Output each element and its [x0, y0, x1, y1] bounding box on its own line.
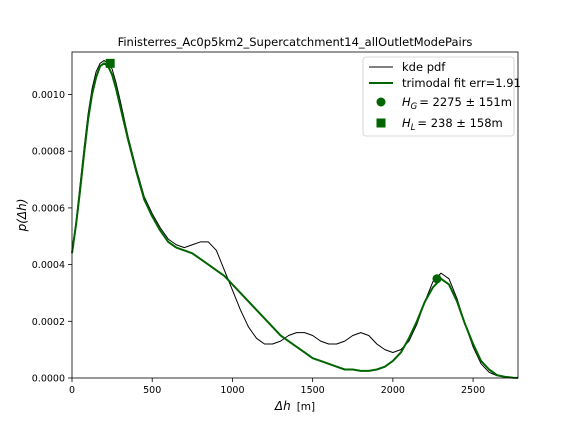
x-axis-label-math: Δh	[274, 399, 291, 413]
y-tick-label: 0.0002	[32, 317, 65, 328]
x-tick-label: 1500	[301, 385, 325, 396]
legend-label-fit: trimodal fit err=1.91	[402, 76, 521, 90]
x-tick-label: 2500	[461, 385, 485, 396]
x-tick-label: 1000	[220, 385, 244, 396]
legend-label-hl-math: H	[402, 116, 411, 130]
legend-label-hg-value: = 2275 ± 151m	[419, 95, 512, 109]
x-tick-label: 500	[143, 385, 161, 396]
marker-hg-point	[432, 274, 442, 284]
plot-area-frame	[71, 51, 519, 379]
legend-entry-fit: trimodal fit err=1.91	[369, 76, 521, 90]
legend-label-hl-sub: L	[411, 123, 416, 133]
x-axis-label: Δh [m]	[274, 399, 315, 413]
y-tick-label: 0.0008	[32, 147, 65, 158]
y-tick-label: 0.0000	[32, 374, 65, 385]
x-tick-label: 2000	[381, 385, 405, 396]
legend-swatch-hl	[376, 118, 386, 128]
y-tick-label: 0.0010	[32, 90, 65, 101]
legend-box	[362, 56, 515, 137]
legend-label-hg-sub: G	[411, 102, 418, 112]
x-tick-label: 0	[69, 385, 75, 396]
legend-label-hl-value: = 238 ± 158m	[417, 116, 502, 130]
chart-title: Finisterres_Ac0p5km2_Supercatchment14_al…	[118, 35, 473, 49]
legend-label-hg: HG = 2275 ± 151m	[402, 95, 512, 112]
legend-label-hg-math: H	[402, 95, 411, 109]
legend-label-hl: HL = 238 ± 158m	[402, 116, 503, 133]
markers-layer	[105, 58, 442, 284]
y-tick-label: 0.0006	[32, 203, 65, 214]
y-tick-label: 0.0004	[32, 260, 65, 271]
y-axis-label: p(Δh)	[15, 199, 29, 233]
marker-hl-point	[105, 58, 115, 68]
legend: kde pdf trimodal fit err=1.91 HG = 2275 ±…	[362, 56, 521, 137]
x-axis-label-unit: [m]	[297, 401, 315, 413]
legend-swatch-hg	[376, 97, 386, 107]
legend-entry-kde: kde pdf	[369, 60, 446, 74]
legend-entry-hl: HL = 238 ± 158m	[376, 116, 503, 133]
legend-entry-hg: HG = 2275 ± 151m	[376, 95, 512, 112]
legend-label-kde: kde pdf	[402, 60, 446, 74]
ticks-layer: 0 500 1000 1500 2000 2500 0.0000 0.0002 0.0004 0.…	[32, 90, 485, 396]
